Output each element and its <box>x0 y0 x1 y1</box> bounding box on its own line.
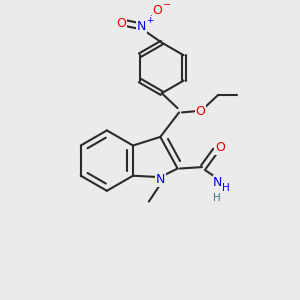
Text: +: + <box>146 16 153 25</box>
Text: O: O <box>215 141 225 154</box>
Text: H: H <box>222 183 230 193</box>
Text: N: N <box>137 20 146 33</box>
Text: −: − <box>163 0 171 10</box>
Text: N: N <box>156 173 165 186</box>
Text: O: O <box>196 104 206 118</box>
Text: O: O <box>152 4 162 17</box>
Text: O: O <box>116 17 126 30</box>
Text: H: H <box>212 193 220 203</box>
Text: N: N <box>213 176 223 188</box>
